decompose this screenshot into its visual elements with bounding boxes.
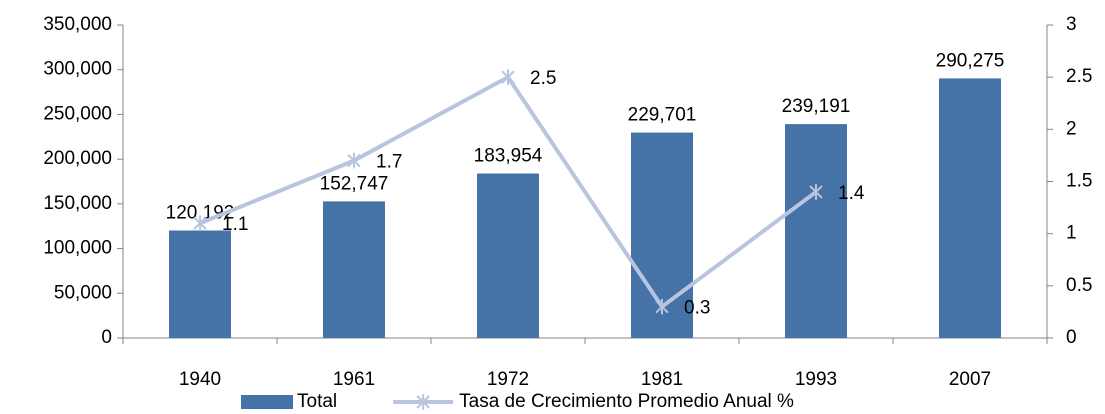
line-value-label: 0.3 (684, 298, 710, 319)
line-marker (501, 69, 515, 85)
line-value-label: 2.5 (530, 68, 556, 89)
y-tick-label: 100,000 (43, 238, 112, 259)
x-tick-label: 1981 (641, 369, 683, 390)
line-marker (193, 215, 207, 232)
line-value-label: 1.7 (376, 152, 402, 173)
y-tick-label: 150,000 (43, 193, 112, 214)
bar (323, 201, 385, 338)
legend-marker (416, 394, 430, 410)
line-marker (655, 298, 669, 315)
legend-swatch (241, 395, 293, 409)
bar-value-label: 183,954 (474, 146, 543, 167)
y2-tick-label: 2 (1066, 118, 1077, 139)
x-tick-label: 1961 (333, 369, 375, 390)
bar (785, 124, 847, 338)
bar (169, 230, 231, 338)
y-tick-label: 0 (101, 327, 112, 348)
y-tick-label: 50,000 (54, 282, 112, 303)
line-marker (347, 152, 361, 169)
line-value-label: 1.1 (222, 214, 248, 235)
y2-tick-label: 0.5 (1066, 275, 1092, 296)
bar-value-label: 290,275 (936, 50, 1005, 71)
x-tick-label: 1940 (179, 369, 221, 390)
y2-tick-label: 3 (1066, 14, 1077, 35)
bar-value-label: 152,747 (320, 173, 389, 194)
bar-value-label: 239,191 (782, 96, 851, 117)
line-value-label: 1.4 (838, 183, 865, 204)
y-tick-label: 300,000 (43, 59, 112, 80)
y2-tick-label: 1 (1066, 223, 1077, 244)
x-tick-label: 2007 (949, 369, 991, 390)
y-tick-label: 350,000 (43, 14, 112, 35)
bar (477, 173, 539, 338)
x-tick-label: 1993 (795, 369, 837, 390)
bar (939, 78, 1001, 338)
y-tick-label: 250,000 (43, 103, 112, 124)
bar-value-label: 229,701 (628, 105, 697, 126)
y-tick-label: 200,000 (43, 148, 112, 169)
y2-tick-label: 1.5 (1066, 171, 1092, 192)
x-tick-label: 1972 (487, 369, 529, 390)
y2-tick-label: 2.5 (1066, 66, 1092, 87)
legend-label: Tasa de Crecimiento Promedio Anual % (459, 391, 794, 412)
y2-tick-label: 0 (1066, 327, 1077, 348)
legend-label: Total (297, 391, 337, 412)
line-marker (809, 184, 823, 200)
